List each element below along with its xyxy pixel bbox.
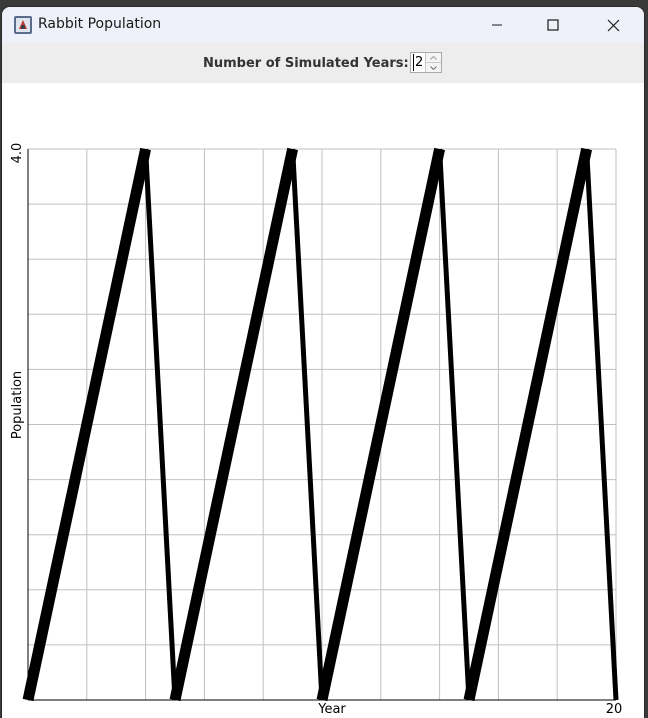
chart-grid <box>28 148 617 700</box>
controls-bar: Number of Simulated Years: 2 <box>2 43 644 83</box>
series-segment-rising <box>463 147 592 702</box>
title-bar[interactable]: Rabbit Population <box>2 7 644 43</box>
java-app-icon <box>14 16 32 34</box>
maximize-icon <box>547 19 559 31</box>
y-tick-label: 4.0 <box>10 143 25 164</box>
series-segment-rising <box>22 147 151 702</box>
spinner-increment-button[interactable] <box>425 53 441 63</box>
y-axis-label: Population <box>10 371 25 439</box>
arrow-down-icon <box>430 65 437 70</box>
chart-series <box>22 147 619 702</box>
simulated-years-value[interactable]: 2 <box>413 54 424 71</box>
minimize-icon <box>492 24 502 26</box>
series-segment-falling <box>143 148 178 701</box>
close-icon <box>607 19 619 31</box>
window-title: Rabbit Population <box>38 16 162 32</box>
simulated-years-spinner[interactable]: 2 <box>410 52 442 73</box>
population-chart: 4.0 Population Year 20 <box>10 143 623 717</box>
close-button[interactable] <box>585 7 641 43</box>
x-tick-label: 20 <box>606 702 623 717</box>
series-segment-falling <box>584 148 619 701</box>
x-axis-label: Year <box>317 702 346 717</box>
chart-panel: 4.0 Population Year 20 <box>2 83 644 718</box>
series-segment-rising <box>316 147 445 702</box>
simulated-years-label: Number of Simulated Years: <box>203 56 409 71</box>
series-segment-falling <box>437 148 472 701</box>
minimize-button[interactable] <box>469 7 525 43</box>
spinner-decrement-button[interactable] <box>425 63 441 72</box>
series-segment-rising <box>169 147 298 702</box>
arrow-up-icon <box>430 55 437 60</box>
application-window: Rabbit Population Number of Simulated Ye… <box>2 7 644 718</box>
series-segment-falling <box>290 148 325 701</box>
maximize-button[interactable] <box>525 7 581 43</box>
